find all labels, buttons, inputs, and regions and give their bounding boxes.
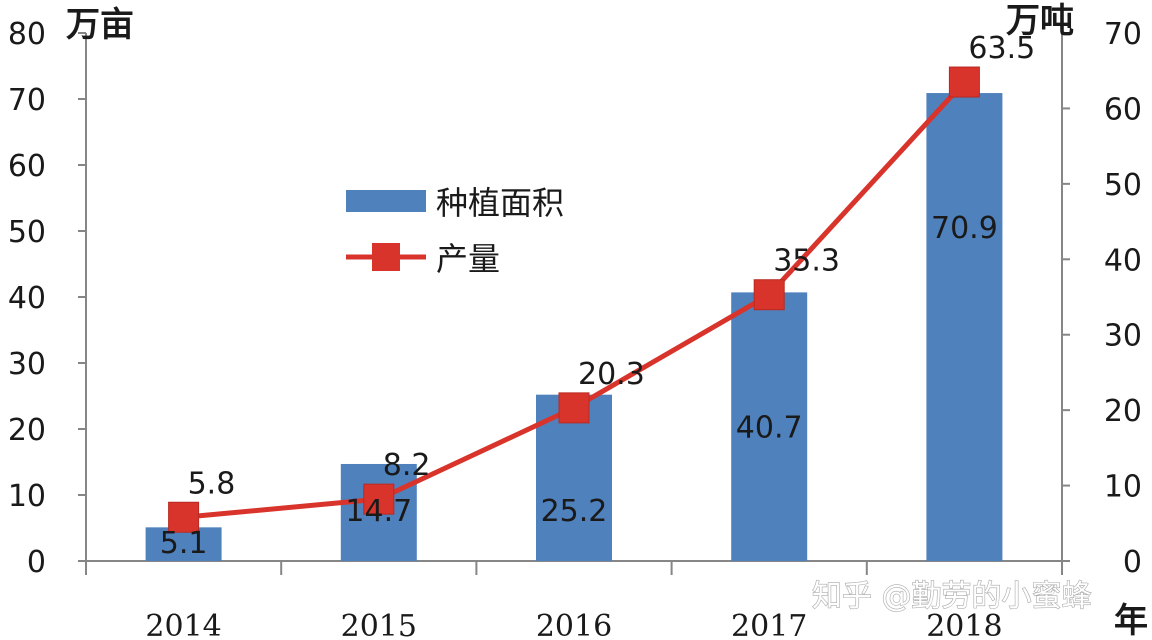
legend: 种植面积 产量 [346,184,564,278]
left-tick-label: 70 [8,83,46,118]
line-value-label: 35.3 [773,244,840,279]
x-tick-label: 2016 [536,609,612,640]
bar [926,93,1003,561]
right-tick-label: 70 [1104,17,1142,52]
bar-value-label: 40.7 [736,410,803,445]
x-tick-label: 2015 [341,609,417,640]
left-tick-label: 0 [27,545,46,580]
left-tick-label: 40 [8,281,46,316]
right-tick-label: 0 [1123,545,1142,580]
legend-bar-label: 种植面积 [436,184,564,222]
x-tick-label: 2017 [731,609,807,640]
bar [731,292,808,561]
left-tick-label: 30 [8,347,46,382]
legend-bar-swatch [346,190,426,212]
line-marker [168,501,200,533]
data-labels: 5.1 14.7 25.2 40.7 70.9 5.8 8.2 20.3 35.3 63.5 [160,31,1035,561]
bar-value-label: 5.1 [160,526,208,561]
right-tick-label: 30 [1104,319,1142,354]
line-marker [558,392,590,424]
left-tick-label: 10 [8,479,46,514]
right-tick-label: 40 [1104,243,1142,278]
line-value-label: 8.2 [383,448,431,483]
x-axis-unit: 年 [1114,601,1148,640]
left-axis-unit: 万亩 [66,5,134,45]
line-series [168,66,980,533]
x-tick-label: 2014 [145,609,221,640]
x-tick-label: 2018 [926,609,1002,640]
legend-line-marker [372,243,400,271]
right-tick-label: 20 [1104,394,1142,429]
right-tick-label: 10 [1104,470,1142,505]
right-tick-label: 60 [1104,92,1142,127]
right-axis-unit: 万吨 [1006,1,1074,41]
right-tick-label: 50 [1104,168,1142,203]
left-tick-label: 80 [8,17,46,52]
bar [145,527,222,561]
left-tick-label: 60 [8,149,46,184]
axes: 0 10 20 30 40 50 60 70 80 0 10 20 30 40 50 60 70 2014 2015… [8,17,1142,640]
left-tick-label: 20 [8,413,46,448]
bar-value-label: 25.2 [541,494,608,529]
bar-series [145,93,1003,561]
line-value-label: 63.5 [968,31,1035,66]
bar-value-label: 14.7 [345,494,412,529]
line-marker [753,279,785,311]
line-value-label: 5.8 [188,466,236,501]
watermark: 知乎 @勤劳的小蜜蜂 [812,579,1092,614]
line-marker [363,483,395,515]
left-tick-label: 50 [8,215,46,250]
line-marker [948,66,980,98]
line-value-label: 20.3 [578,357,645,392]
legend-line-label: 产量 [436,240,500,278]
bar-value-label: 70.9 [931,211,998,246]
